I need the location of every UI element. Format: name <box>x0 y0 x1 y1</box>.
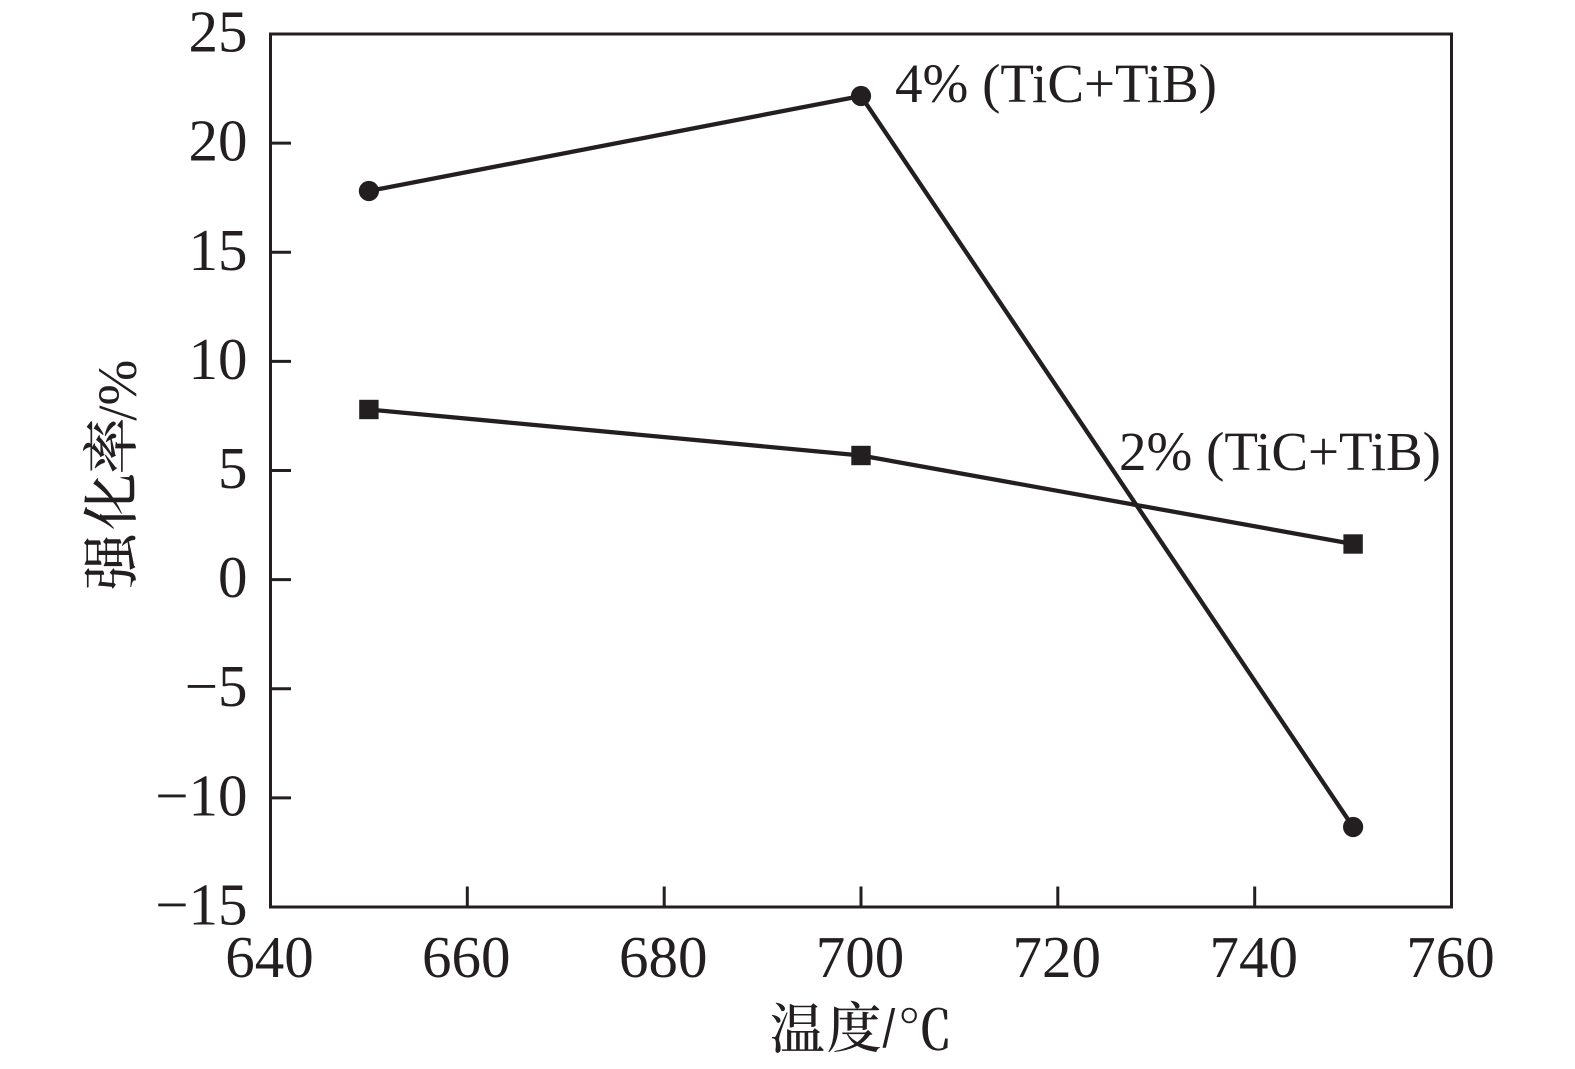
svg-text:−10: −10 <box>155 762 247 828</box>
svg-text:2% (TiC+TiB): 2% (TiC+TiB) <box>1119 421 1441 482</box>
svg-text:700: 700 <box>816 924 905 990</box>
svg-text:/%: /% <box>87 360 148 421</box>
svg-text:5: 5 <box>218 435 248 501</box>
svg-text:0: 0 <box>218 544 248 610</box>
svg-text:660: 660 <box>422 924 511 990</box>
svg-text:680: 680 <box>619 924 708 990</box>
svg-text:−15: −15 <box>155 872 247 938</box>
svg-text:10: 10 <box>189 326 248 392</box>
svg-text:25: 25 <box>189 0 248 65</box>
svg-text:640: 640 <box>225 924 314 990</box>
svg-text:15: 15 <box>189 217 248 283</box>
svg-text:740: 740 <box>1209 924 1298 990</box>
svg-text:4% (TiC+TiB): 4% (TiC+TiB) <box>895 53 1217 114</box>
svg-text:20: 20 <box>189 108 248 174</box>
svg-text:720: 720 <box>1013 924 1102 990</box>
svg-text:760: 760 <box>1406 924 1495 990</box>
svg-text:−5: −5 <box>185 653 248 719</box>
